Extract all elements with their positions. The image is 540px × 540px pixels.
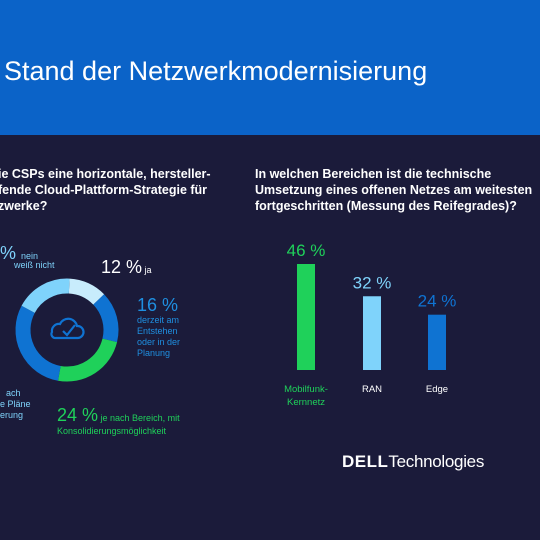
bar-category-label: Edge bbox=[426, 384, 448, 395]
label-ja: 12 % ja bbox=[101, 258, 152, 278]
label-cut-line: e Pläne bbox=[0, 399, 31, 409]
left-question-line: zwerke? bbox=[0, 199, 48, 213]
left-question-line: fende Cloud-Plattform-Strategie für bbox=[0, 183, 208, 197]
label-nein-pct: % bbox=[0, 243, 22, 263]
bar-category-label: Mobilfunk- bbox=[284, 384, 328, 395]
right-question: In welchen Bereichen ist die technische … bbox=[255, 166, 535, 214]
logo-rest: Technologies bbox=[388, 452, 485, 471]
cloud-check-icon bbox=[50, 317, 85, 340]
logo-bold: DELL bbox=[342, 452, 389, 471]
bar bbox=[297, 264, 315, 370]
label-planung-line: Planung bbox=[137, 347, 171, 358]
label-bereich-line2: Konsolidierungsmöglichkeit bbox=[57, 425, 167, 436]
label-cut-line: ach bbox=[6, 388, 21, 398]
right-question-line: In welchen Bereichen ist die technische bbox=[255, 167, 492, 181]
bar-category-label: Kernnetz bbox=[287, 397, 325, 408]
label-planung: 16 % derzeit am Entstehen oder in der Pl… bbox=[137, 296, 180, 359]
right-question-line: Umsetzung eines offenen Netzes am weites… bbox=[255, 183, 533, 197]
label-planung-line: Entstehen bbox=[137, 325, 178, 336]
label-bereich-text: je nach Bereich, mit bbox=[98, 413, 180, 423]
label-cut-line: erung bbox=[0, 410, 24, 420]
bar bbox=[363, 296, 381, 370]
donut-slice bbox=[93, 294, 119, 343]
label-planung-pct: 16 % bbox=[137, 295, 179, 315]
donut-slice bbox=[21, 278, 70, 314]
bar bbox=[428, 314, 446, 370]
label-bereich-pct: 24 % bbox=[57, 405, 99, 425]
label-ja-text: ja bbox=[142, 265, 152, 275]
label-cut: ach e Pläne erung bbox=[0, 388, 31, 421]
left-question-line: ie CSPs eine horizontale, hersteller- bbox=[0, 167, 211, 181]
bar-value-label: 24 % bbox=[418, 292, 457, 311]
donut-slice bbox=[58, 338, 118, 382]
right-question-line: fortgeschritten (Messung des Reifegrades… bbox=[255, 199, 517, 213]
bar-category-label: RAN bbox=[362, 384, 382, 395]
dell-technologies-logo: DELLTechnologies bbox=[342, 452, 484, 472]
label-nein-line2: weiß nicht bbox=[14, 259, 55, 270]
left-question: ie CSPs eine horizontale, hersteller- fe… bbox=[0, 166, 238, 214]
donut-slices bbox=[15, 278, 119, 382]
label-ja-pct: 12 % bbox=[101, 257, 143, 277]
bar-value-label: 32 % bbox=[353, 273, 392, 292]
label-bereich: 24 % je nach Bereich, mit Konsolidierung… bbox=[57, 406, 180, 437]
label-planung-line: derzeit am bbox=[137, 314, 180, 325]
label-planung-line: oder in der bbox=[137, 336, 181, 347]
label-nein: % nein weiß nicht bbox=[0, 244, 55, 271]
donut-slice bbox=[15, 305, 61, 381]
page-title: Stand der Netzwerkmodernisierung bbox=[4, 56, 428, 86]
bar-value-label: 46 % bbox=[287, 241, 326, 260]
donut-slice bbox=[68, 278, 105, 305]
header-banner: Stand der Netzwerkmodernisierung bbox=[0, 0, 540, 135]
label-nein-line1: nein bbox=[21, 251, 39, 261]
